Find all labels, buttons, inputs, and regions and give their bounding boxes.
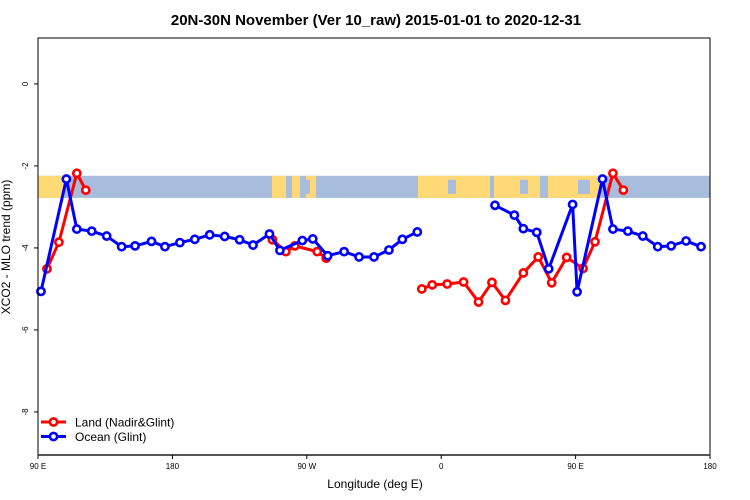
x-axis-label: Longitude (deg E) [327, 477, 422, 491]
ocean-data-point [146, 236, 157, 247]
ocean-data-point [219, 231, 230, 242]
ocean-data-point [322, 250, 333, 261]
ocean-data-point [71, 224, 82, 234]
water-inlet [300, 179, 310, 194]
land-data-point [533, 252, 544, 262]
land-data-point [487, 277, 497, 288]
land-area [548, 175, 600, 198]
ocean-data-point [36, 286, 46, 297]
ocean-data-point [61, 174, 72, 184]
land-legend-label: Land (Nadir&Glint) [75, 416, 174, 430]
ocean-data-point [567, 199, 578, 210]
ocean-data-point [652, 241, 663, 252]
ocean-data-point [637, 231, 648, 241]
water-inlet [520, 179, 528, 194]
ocean-data-point [384, 245, 394, 255]
ocean-data-point [160, 241, 170, 252]
water-inlet [448, 179, 456, 194]
land-data-point [71, 168, 82, 179]
land-area [306, 175, 316, 198]
x-tick-label: 180 [166, 462, 180, 471]
y-tick-label: -8 [21, 408, 30, 416]
land-data-point [427, 279, 438, 290]
ocean-data-point [234, 234, 245, 245]
ocean-data-point [608, 224, 618, 234]
ocean-data-point [490, 200, 500, 211]
ocean-data-point [572, 286, 582, 297]
land-data-point [442, 279, 453, 289]
ocean-data-point [397, 234, 408, 245]
ocean-data-point [204, 229, 215, 240]
ocean-legend-label: Ocean (Glint) [75, 430, 146, 444]
axes: 90 E 180 90 W 0 90 E 180 0 -2 -4 -6 -8 [21, 37, 717, 471]
ocean-data-point [354, 252, 364, 262]
plot-marks [36, 168, 706, 307]
ocean-data-point [248, 240, 258, 250]
land-data-point [458, 277, 469, 287]
land-data-point [561, 252, 572, 263]
water-inlet [578, 179, 590, 194]
ocean-data-point [369, 252, 379, 262]
land-data-point [416, 284, 427, 294]
x-tick-label: 90 W [297, 462, 316, 471]
legend: Land (Nadir&Glint)Ocean (Glint) [41, 416, 174, 444]
ocean-data-point [622, 226, 633, 237]
chart-title: 20N-30N November (Ver 10_raw) 2015-01-01… [171, 12, 581, 29]
land-area [38, 175, 64, 198]
land-data-point [500, 295, 511, 306]
ocean-data-point [509, 210, 520, 221]
land-data-point [312, 246, 323, 257]
x-tick-label: 90 E [567, 462, 583, 471]
x-tick-label: 180 [703, 462, 717, 471]
land-area [272, 175, 286, 198]
ocean-data-point [696, 241, 706, 252]
ocean-data-point [130, 240, 140, 251]
y-tick-label: -4 [21, 244, 30, 252]
land-series-line [45, 171, 88, 270]
y-tick-label: -6 [21, 326, 30, 334]
land-data-point [518, 268, 529, 278]
land-data-point [54, 237, 64, 248]
land-data-point [618, 185, 629, 196]
ocean-data-point [681, 236, 692, 246]
land-data-point [80, 185, 91, 196]
ocean-data-point [307, 234, 318, 244]
land-data-point [590, 236, 600, 247]
ocean-data-point [174, 237, 185, 248]
x-tick-label: 90 E [30, 462, 46, 471]
ocean-data-point [412, 227, 423, 237]
ocean-data-point [339, 246, 350, 257]
land-data-point [473, 297, 484, 307]
land-data-point [546, 277, 557, 288]
ocean-data-point [101, 231, 112, 241]
land-area [292, 175, 300, 198]
ocean-data-point [189, 234, 200, 245]
land-data-point [608, 168, 618, 179]
ocean-data-point [518, 223, 529, 234]
ocean-data-point [543, 263, 554, 274]
y-axis-label: XCO2 - MLO trend (ppm) [0, 180, 13, 315]
ocean-data-point [597, 174, 608, 184]
ocean-legend-marker [48, 431, 59, 442]
ocean-data-point [531, 227, 542, 238]
ocean-data-point [275, 245, 285, 256]
map-strip [38, 175, 710, 198]
y-tick-label: -2 [21, 162, 30, 170]
land-legend-marker [48, 417, 59, 427]
land-area [494, 175, 540, 198]
ocean-data-point [297, 235, 308, 246]
ocean-data-point [116, 241, 127, 252]
ocean-data-point [86, 226, 97, 237]
ocean-strip [38, 175, 710, 198]
x-tick-label: 0 [439, 462, 444, 471]
ocean-data-point [264, 229, 275, 239]
ocean-data-point [666, 240, 677, 251]
y-tick-label: 0 [21, 81, 30, 86]
